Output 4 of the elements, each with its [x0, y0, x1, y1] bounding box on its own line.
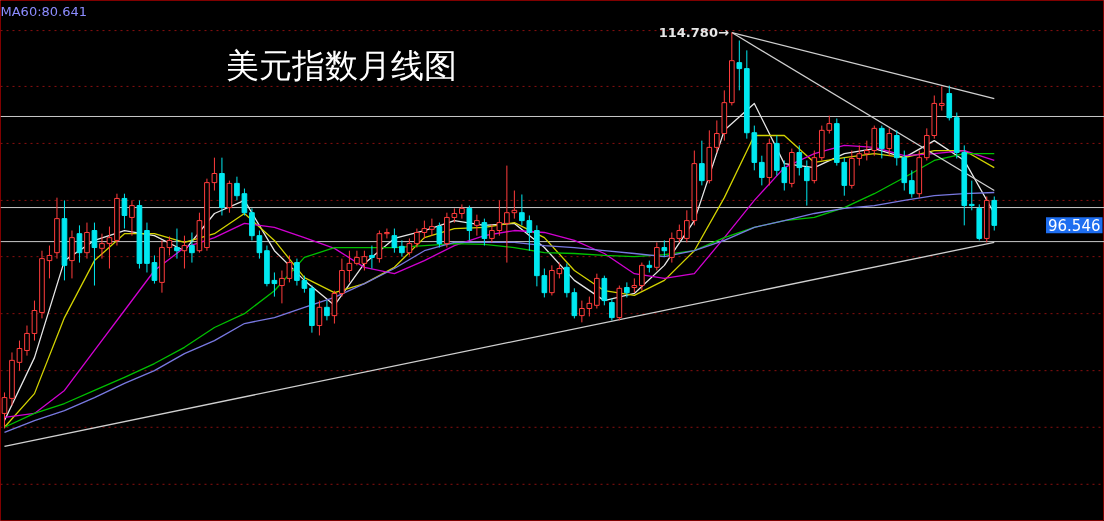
- annotation: 114.780→: [658, 25, 729, 41]
- text: 96.546: [1048, 217, 1101, 236]
- chart-title: 美元指数月线图: [225, 45, 457, 85]
- text: MA60:80.641: [0, 3, 88, 19]
